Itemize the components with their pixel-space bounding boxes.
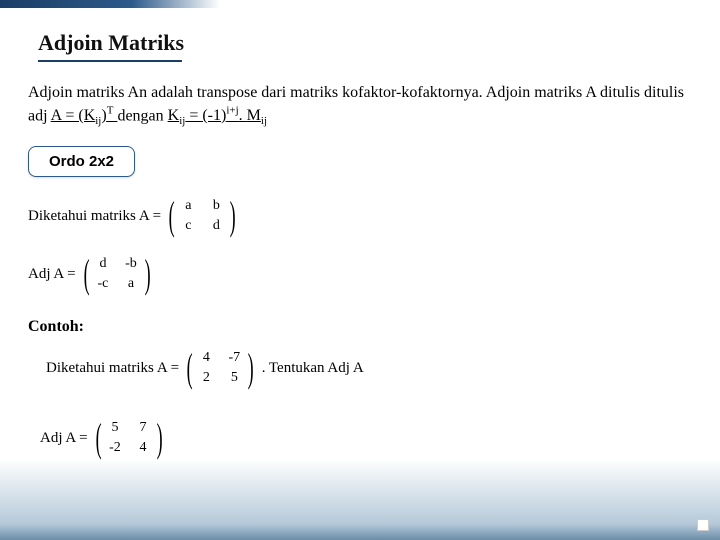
example1-row: Diketahui matriks A = ( 4 -7 2 5 ) . Ten… [46, 350, 364, 386]
ex2-label: Adj A = [40, 430, 88, 447]
known-cells: a b c d [178, 198, 226, 234]
ex2-matrix: ( 5 7 -2 4 ) [92, 420, 167, 456]
cell: d [208, 218, 224, 234]
adj-matrix-row: Adj A = ( d -b -c a ) [28, 256, 158, 292]
adj-cells: d -b -c a [93, 256, 141, 292]
cell: -7 [226, 350, 242, 366]
corner-handle-icon [698, 520, 708, 530]
kij-eq: = (-1) [185, 107, 226, 124]
contoh-heading: Contoh: [28, 318, 84, 336]
rparen-icon: ) [145, 262, 151, 286]
page-title: Adjoin Matriks [38, 30, 184, 56]
formula-adj: A = (Kij)T [51, 107, 118, 124]
cell: 4 [198, 350, 214, 366]
lparen-icon: ( [83, 262, 89, 286]
known-label: Diketahui matriks A = [28, 208, 161, 225]
ex1-prefix: Diketahui matriks A = [46, 360, 179, 377]
kij-dot: . [239, 107, 247, 124]
cell: -2 [107, 440, 123, 456]
example2-row: Adj A = ( 5 7 -2 4 ) [40, 420, 170, 456]
known-matrix: ( a b c d ) [165, 198, 240, 234]
rparen-icon: ) [157, 426, 163, 450]
cell: -b [123, 256, 139, 272]
lparen-icon: ( [169, 204, 175, 228]
lparen-icon: ( [187, 356, 193, 380]
kij-msub: ij [261, 115, 267, 127]
kij-m: M [247, 107, 261, 124]
cell: c [180, 218, 196, 234]
cell: 4 [135, 440, 151, 456]
formula-kij: Kij = (-1)i+j. Mij [168, 107, 267, 124]
title-underline [38, 60, 182, 62]
adj-matrix: ( d -b -c a ) [80, 256, 155, 292]
known-matrix-row: Diketahui matriks A = ( a b c d ) [28, 198, 244, 234]
cell: -c [95, 276, 111, 292]
top-stripe [0, 0, 220, 8]
cell: a [123, 276, 139, 292]
ex2-cells: 5 7 -2 4 [105, 420, 153, 456]
adj-label: Adj A = [28, 266, 76, 283]
ex1-suffix: . Tentukan Adj A [262, 360, 364, 377]
intro-text-3: dengan [117, 107, 167, 124]
cell: d [95, 256, 111, 272]
cell: b [208, 198, 224, 214]
cell: 2 [198, 370, 214, 386]
kij-exp: i+j [226, 105, 238, 117]
cell: a [180, 198, 196, 214]
rparen-icon: ) [248, 356, 254, 380]
ordo-badge: Ordo 2x2 [28, 146, 135, 177]
ex1-cells: 4 -7 2 5 [196, 350, 244, 386]
ex1-matrix: ( 4 -7 2 5 ) [183, 350, 258, 386]
rparen-icon: ) [230, 204, 236, 228]
kij-k: K [168, 107, 180, 124]
cell: 7 [135, 420, 151, 436]
intro-paragraph: Adjoin matriks An adalah transpose dari … [28, 82, 688, 129]
cell: 5 [107, 420, 123, 436]
f-lhs: A = (K [51, 107, 96, 124]
lparen-icon: ( [95, 426, 101, 450]
cell: 5 [226, 370, 242, 386]
f-tsup: T [107, 105, 114, 117]
